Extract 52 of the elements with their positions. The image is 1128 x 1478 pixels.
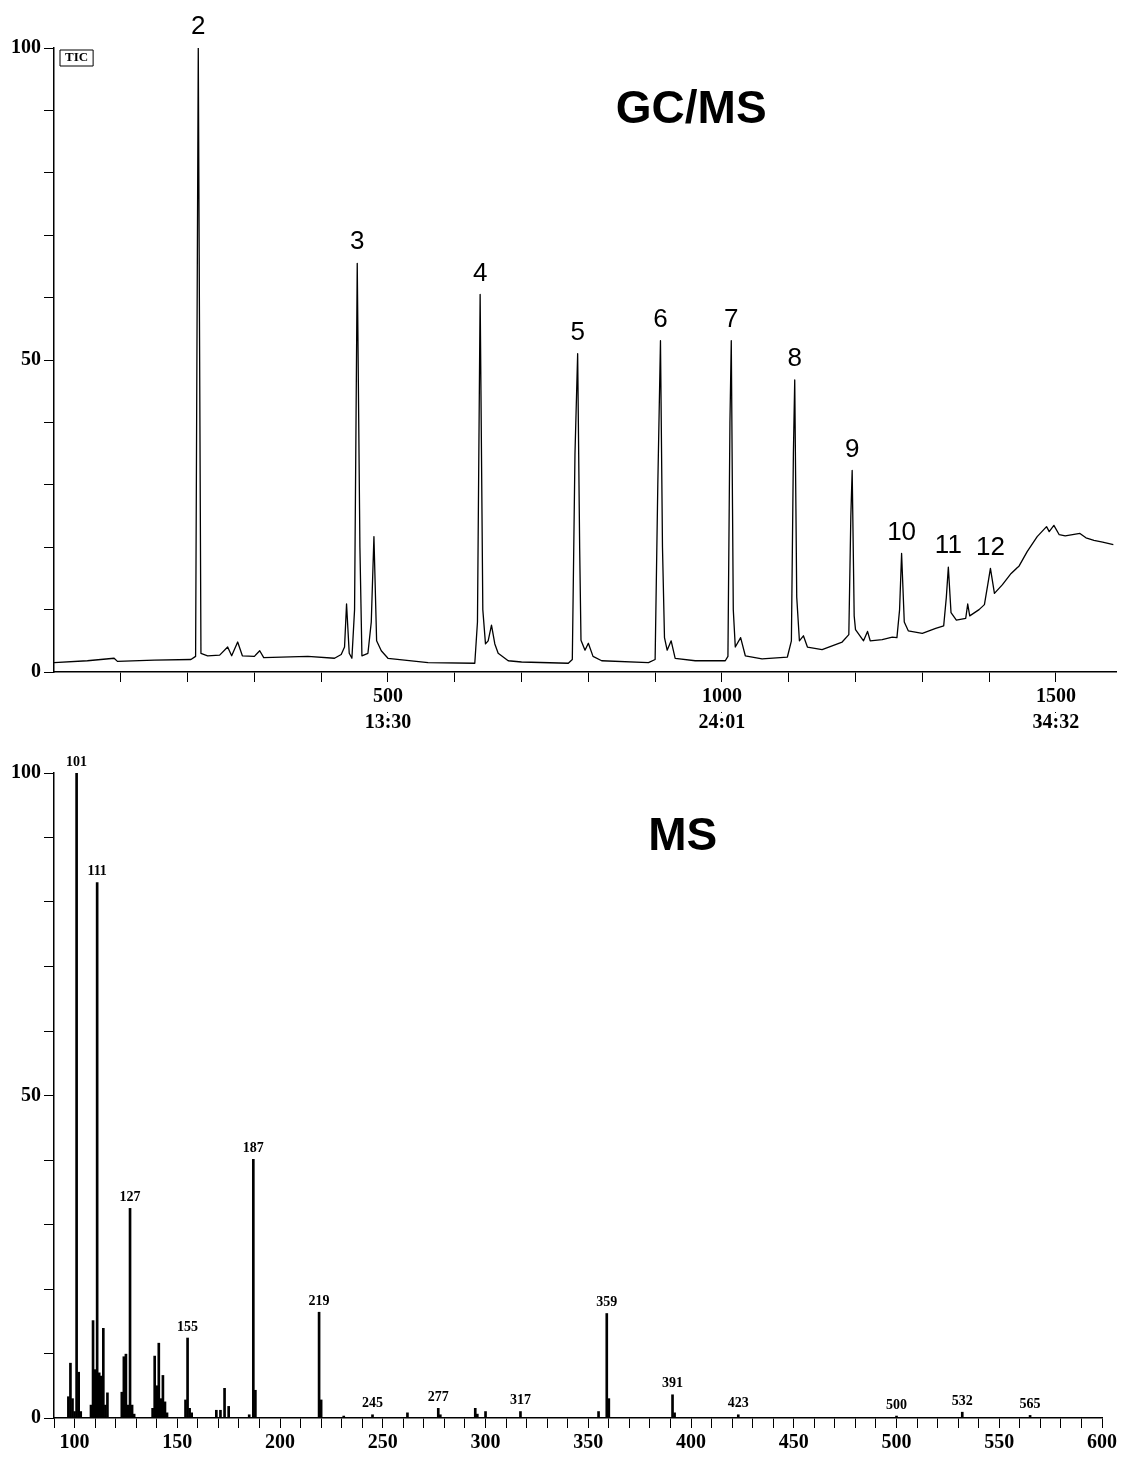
y-tick-label: 100: [11, 35, 41, 58]
annotation: 532: [951, 1392, 973, 1408]
text: GC/MS: [615, 81, 767, 134]
annotation: 9: [844, 432, 860, 463]
annotation: 5: [570, 315, 585, 346]
y-tick-label: 50: [21, 1082, 41, 1105]
annotation: 277: [427, 1388, 449, 1404]
x-tick-label: 300: [470, 1430, 501, 1453]
x2-tick-label: 24:01: [698, 710, 746, 733]
x-tick-label: 1000: [701, 684, 742, 707]
annotation: 10: [887, 515, 917, 546]
annotation: 565: [1019, 1396, 1041, 1412]
y-tick-label: 50: [21, 347, 41, 370]
annotation: 127: [119, 1188, 141, 1204]
annotation: 8: [787, 342, 802, 373]
annotation: 3: [350, 225, 365, 256]
x-tick-label: 500: [372, 684, 403, 707]
annotation: 423: [727, 1395, 749, 1411]
x-tick-label: 1500: [1035, 684, 1076, 707]
annotation: 11: [934, 529, 962, 560]
text: MS: [648, 808, 718, 861]
annotation: 2: [191, 10, 206, 41]
annotation: 359: [596, 1294, 618, 1310]
x-tick-label: 400: [676, 1430, 707, 1453]
x-tick-label: 600: [1087, 1430, 1117, 1453]
x-tick-label: 100: [59, 1430, 90, 1453]
x-tick-label: 450: [778, 1430, 809, 1453]
annotation: 4: [472, 256, 488, 287]
annotation: 391: [662, 1375, 684, 1391]
y-tick-label: 0: [31, 659, 41, 682]
annotation: 12: [975, 530, 1005, 561]
annotation: 219: [308, 1292, 330, 1308]
x-tick-label: 200: [265, 1430, 296, 1453]
annotation: TIC: [65, 49, 89, 65]
x-tick-label: 350: [573, 1430, 604, 1453]
y-tick-label: 0: [31, 1405, 41, 1428]
annotation: 187: [242, 1139, 264, 1155]
x-tick-label: 550: [984, 1430, 1015, 1453]
x-tick-label: 150: [162, 1430, 193, 1453]
x2-tick-label: 34:32: [1032, 710, 1080, 733]
annotation: 111: [87, 863, 107, 879]
y-tick-label: 100: [11, 760, 41, 783]
x2-tick-label: 13:30: [364, 710, 412, 733]
x-tick-label: 500: [881, 1430, 912, 1453]
annotation: 7: [724, 302, 739, 333]
annotation: 155: [177, 1318, 199, 1334]
annotation: 6: [653, 302, 668, 333]
annotation: 500: [886, 1396, 908, 1412]
annotation: 245: [362, 1395, 384, 1411]
annotation: 101: [66, 753, 88, 769]
annotation: 317: [509, 1392, 531, 1408]
x-tick-label: 250: [367, 1430, 398, 1453]
